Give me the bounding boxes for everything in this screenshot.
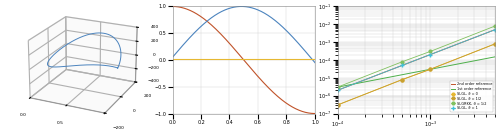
SLGL, ϑ = 0 <box>400 79 406 80</box>
SLGL, ϑ = 1 <box>427 54 433 55</box>
Legend: 2nd order reference, 1st order reference, SLGL, ϑ = 0, SLGL, ϑ = 1/2, SLGRKK, ϑ : 2nd order reference, 1st order reference… <box>450 81 494 112</box>
SLGL, ϑ = 0 <box>492 43 498 45</box>
SLGL, ϑ = 0 <box>334 104 340 106</box>
SLGL, ϑ = 1/2 <box>427 68 433 70</box>
Line: SLGL, ϑ = 0: SLGL, ϑ = 0 <box>336 42 496 106</box>
SLGL, ϑ = 1/2 <box>400 79 406 80</box>
SLGL, ϑ = 1/2 <box>492 43 498 45</box>
Line: 1st order reference: 1st order reference <box>338 57 495 87</box>
1st order reference <box>492 56 498 58</box>
2nd order reference <box>492 29 498 30</box>
2nd order reference <box>484 32 490 34</box>
SLGL, ϑ = 1 <box>334 90 340 91</box>
2nd order reference <box>341 87 347 89</box>
2nd order reference <box>478 34 484 36</box>
SLGRKK, ϑ = 1/2 <box>334 86 340 88</box>
SLGL, ϑ = 0 <box>427 68 433 70</box>
SLGRKK, ϑ = 1/2 <box>427 51 433 52</box>
Line: SLGL, ϑ = 1: SLGL, ϑ = 1 <box>336 28 497 92</box>
SLGRKK, ϑ = 1/2 <box>400 61 406 62</box>
2nd order reference <box>376 73 382 75</box>
Line: 2nd order reference: 2nd order reference <box>338 30 495 90</box>
1st order reference <box>334 86 340 88</box>
1st order reference <box>478 59 484 60</box>
2nd order reference <box>344 86 350 87</box>
1st order reference <box>364 81 370 82</box>
SLGRKK, ϑ = 1/2 <box>492 25 498 27</box>
SLGL, ϑ = 1 <box>400 65 406 66</box>
1st order reference <box>344 84 350 86</box>
2nd order reference <box>364 78 370 80</box>
1st order reference <box>484 58 490 59</box>
1st order reference <box>341 85 347 87</box>
Line: SLGRKK, ϑ = 1/2: SLGRKK, ϑ = 1/2 <box>336 25 496 88</box>
2nd order reference <box>334 90 340 91</box>
1st order reference <box>376 78 382 80</box>
Line: SLGL, ϑ = 1/2: SLGL, ϑ = 1/2 <box>336 42 496 106</box>
SLGL, ϑ = 1/2 <box>334 104 340 106</box>
SLGL, ϑ = 1 <box>492 29 498 30</box>
